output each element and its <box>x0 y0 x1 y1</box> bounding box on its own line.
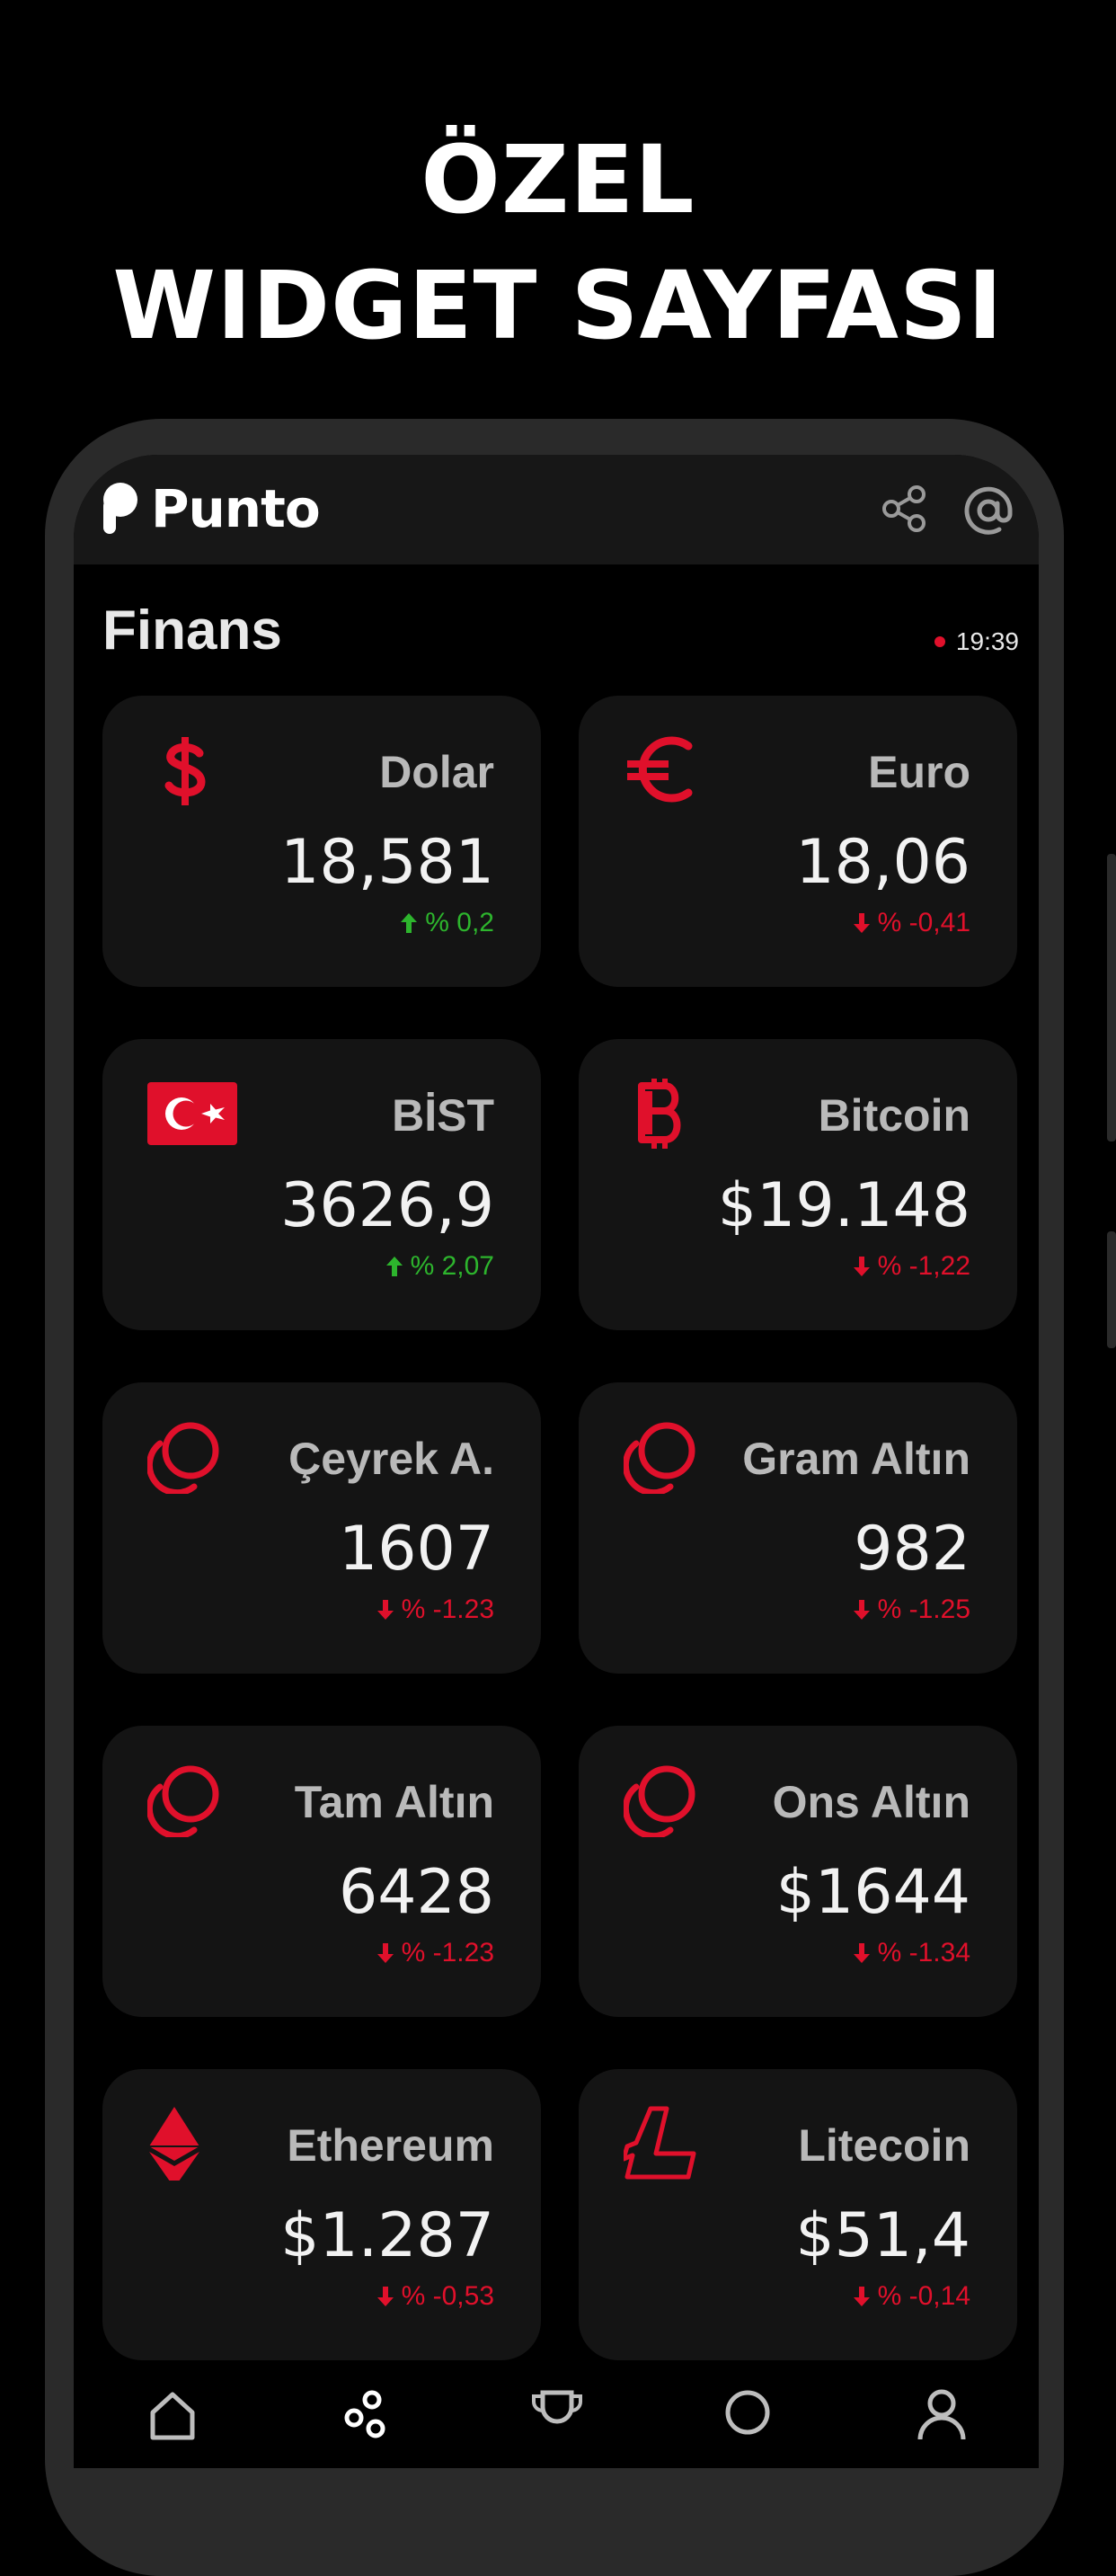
card-value: 6428 <box>338 1857 494 1928</box>
card-change: % -0,14 <box>851 2281 970 2312</box>
card-value: 1607 <box>338 1514 494 1585</box>
gold-coin-icon <box>147 1765 219 1837</box>
search-icon[interactable] <box>722 2387 776 2441</box>
punto-logo-icon <box>103 483 137 534</box>
card-name: Euro <box>868 747 970 797</box>
update-time: 19:39 <box>955 627 1019 655</box>
finance-card-ons-altin[interactable]: Ons Altın $1644 % -1.34 <box>579 1726 1017 2017</box>
card-change: % -1.23 <box>375 1938 494 1968</box>
card-name: Gram Altın <box>742 1434 970 1484</box>
section-title: Finans <box>102 600 282 662</box>
card-value: $1.287 <box>280 2200 494 2271</box>
finance-card-ceyrek-altin[interactable]: Çeyrek A. 1607 % -1.23 <box>102 1382 541 1674</box>
card-value: 982 <box>854 1514 970 1585</box>
card-change: % 0,2 <box>398 908 494 938</box>
card-change-value: % -1.23 <box>401 1594 494 1624</box>
trophy-icon[interactable] <box>530 2387 584 2441</box>
card-change-value: % 2,07 <box>410 1251 494 1281</box>
finance-card-dolar[interactable]: Dolar 18,581 % 0,2 <box>102 696 541 987</box>
arrow-up-icon <box>385 1257 403 1276</box>
finance-card-litecoin[interactable]: Litecoin $51,4 % -0,14 <box>579 2069 1017 2360</box>
card-change: % 2,07 <box>384 1251 494 1282</box>
arrow-down-icon <box>376 1600 394 1620</box>
arrow-up-icon <box>401 913 418 933</box>
card-value: $1644 <box>775 1857 970 1928</box>
app-bar: Punto <box>74 455 1039 564</box>
arrow-down-icon <box>853 1943 870 1963</box>
arrow-down-icon <box>853 2287 870 2306</box>
card-change: % -1,22 <box>851 1251 970 1282</box>
bitcoin-icon <box>638 1079 681 1149</box>
card-value: $51,4 <box>795 2200 970 2271</box>
finance-card-bist[interactable]: BİST 3626,9 % 2,07 <box>102 1039 541 1330</box>
card-value: $19.148 <box>717 1170 970 1241</box>
widgets-icon[interactable] <box>338 2387 392 2441</box>
promo-headline: ÖZEL WIDGET SAYFASI <box>0 117 1116 369</box>
app-name: Punto <box>151 478 321 539</box>
card-name: Çeyrek A. <box>288 1434 494 1484</box>
card-name: Tam Altın <box>294 1777 494 1827</box>
card-change: % -1.25 <box>851 1594 970 1625</box>
gold-coin-icon <box>147 1422 219 1494</box>
arrow-down-icon <box>853 1600 870 1620</box>
gold-coin-icon <box>624 1422 695 1494</box>
card-change-value: % -1.34 <box>877 1938 970 1968</box>
finance-card-tam-altin[interactable]: Tam Altın 6428 % -1.23 <box>102 1726 541 2017</box>
card-change: % -0,41 <box>851 908 970 938</box>
card-name: BİST <box>392 1090 494 1141</box>
app-logo: Punto <box>101 478 321 539</box>
dollar-icon <box>164 737 206 805</box>
card-name: Ethereum <box>287 2120 494 2171</box>
card-change-value: % -1.23 <box>401 1938 494 1968</box>
euro-icon <box>627 736 693 803</box>
at-sign-icon[interactable] <box>961 484 1015 537</box>
finance-card-gram-altin[interactable]: Gram Altın 982 % -1.25 <box>579 1382 1017 1674</box>
card-change-value: % -0,41 <box>877 908 970 937</box>
card-change: % -0,53 <box>375 2281 494 2312</box>
card-change-value: % -0,53 <box>401 2281 494 2311</box>
share-icon[interactable] <box>879 484 929 534</box>
arrow-down-icon <box>376 2287 394 2306</box>
live-dot-icon <box>934 636 945 647</box>
live-indicator: 19:39 <box>934 627 1019 656</box>
arrow-down-icon <box>853 913 870 933</box>
card-value: 18,06 <box>795 827 970 898</box>
arrow-down-icon <box>376 1943 394 1963</box>
ethereum-icon <box>149 2107 199 2181</box>
card-change-value: % 0,2 <box>425 908 494 937</box>
card-change-value: % -0,14 <box>877 2281 970 2311</box>
bottom-nav <box>74 2387 1039 2468</box>
finance-card-euro[interactable]: Euro 18,06 % -0,41 <box>579 696 1017 987</box>
card-name: Ons Altın <box>772 1777 970 1827</box>
headline-line-2: WIDGET SAYFASI <box>112 251 1004 360</box>
card-value: 3626,9 <box>280 1170 494 1241</box>
headline-line-1: ÖZEL <box>421 125 695 235</box>
card-name: Dolar <box>379 747 494 797</box>
turkey-flag-icon <box>147 1082 237 1145</box>
phone-side-button <box>1107 1231 1116 1348</box>
home-icon[interactable] <box>146 2387 199 2441</box>
phone-side-button <box>1107 854 1116 1141</box>
profile-icon[interactable] <box>915 2387 969 2441</box>
phone-screen: Punto Finans 19:39 Dolar 18,581 % 0,2 <box>74 455 1039 2468</box>
gold-coin-icon <box>624 1765 695 1837</box>
card-change-value: % -1,22 <box>877 1251 970 1281</box>
arrow-down-icon <box>853 1257 870 1276</box>
finance-card-ethereum[interactable]: Ethereum $1.287 % -0,53 <box>102 2069 541 2360</box>
card-change-value: % -1.25 <box>877 1594 970 1624</box>
card-change: % -1.34 <box>851 1938 970 1968</box>
card-value: 18,581 <box>280 827 494 898</box>
card-change: % -1.23 <box>375 1594 494 1625</box>
finance-card-bitcoin[interactable]: Bitcoin $19.148 % -1,22 <box>579 1039 1017 1330</box>
card-name: Litecoin <box>798 2120 970 2171</box>
card-name: Bitcoin <box>818 1090 970 1141</box>
litecoin-icon <box>624 2106 696 2180</box>
